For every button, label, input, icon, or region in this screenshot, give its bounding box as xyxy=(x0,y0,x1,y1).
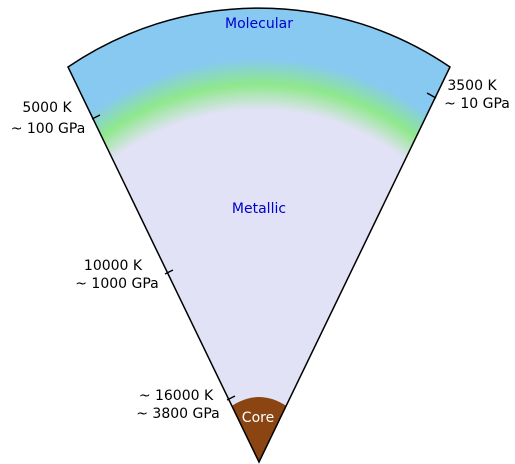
layer-label: Molecular xyxy=(225,16,293,32)
planet-wedge xyxy=(68,8,450,462)
diagram: Molecular Metallic Core 5000 K ~ 100 GPa… xyxy=(0,0,515,464)
temperature-label: ~ 16000 K xyxy=(139,388,214,404)
temperature-label: 3500 K xyxy=(447,78,497,94)
pressure-label: ~ 1000 GPa xyxy=(75,276,159,292)
pressure-label: ~ 10 GPa xyxy=(444,96,510,112)
pressure-label: ~ 100 GPa xyxy=(11,121,86,137)
layer-label: Metallic xyxy=(232,201,286,217)
core-region xyxy=(226,397,292,464)
temperature-label: 10000 K xyxy=(84,258,143,274)
temperature-label: 5000 K xyxy=(22,100,72,116)
layer-label: Core xyxy=(242,410,274,426)
pressure-label: ~ 3800 GPa xyxy=(136,406,220,422)
